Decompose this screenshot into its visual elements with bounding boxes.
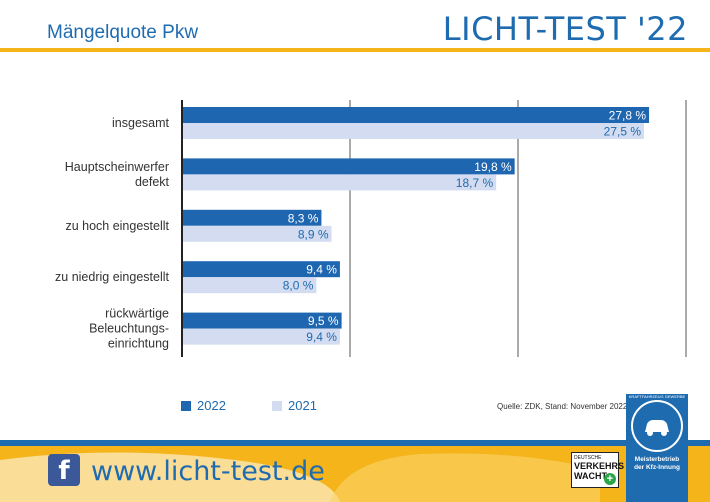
bar-2022-4	[182, 312, 342, 329]
data-label-2021-3: 8,0 %	[283, 279, 314, 293]
vw-logo-line-3: WACHT	[574, 471, 607, 481]
bar-2021-2	[182, 225, 332, 242]
data-label-2021-4: 9,4 %	[306, 330, 337, 344]
legend-swatch-2022	[181, 400, 191, 411]
vw-logo-line-2: VERKEHRS	[574, 461, 625, 471]
kfz-innung-logo: Meisterbetrieb der Kfz-Innung KRAFTFAHRZ…	[626, 394, 688, 502]
legend-label-2021: 2021	[288, 398, 317, 413]
kfz-logo-ring-text: KRAFTFAHRZEUG GEWERBE	[626, 394, 688, 399]
footer-bar: f www.licht-test.de DEUTSCHE VERKEHRS WA…	[0, 440, 710, 502]
kfz-logo-line-3: Meisterbetrieb	[634, 456, 680, 463]
data-label-2021-1: 18,7 %	[456, 176, 494, 190]
source-note: Quelle: ZDK, Stand: November 2022	[497, 402, 628, 411]
bar-2021-0	[182, 123, 644, 139]
bar-2021-1	[182, 174, 497, 191]
bar-2021-3	[182, 277, 317, 294]
data-label-2022-4: 9,5 %	[308, 314, 339, 328]
bar-2021-4	[182, 328, 340, 345]
website-link[interactable]: www.licht-test.de	[91, 456, 325, 487]
data-label-2022-3: 9,4 %	[306, 263, 337, 277]
category-label-2: zu hoch eingestellt	[65, 219, 169, 233]
legend-item-2022: 2022	[181, 398, 226, 413]
data-label-2022-2: 8,3 %	[288, 211, 319, 225]
data-label-2021-0: 27,5 %	[604, 125, 642, 139]
category-label-1: defekt	[135, 175, 170, 189]
category-label-3: zu niedrig eingestellt	[55, 270, 169, 284]
bar-2022-3	[182, 261, 340, 278]
bar-2022-2	[182, 209, 322, 226]
category-label-4: Beleuchtungs-	[89, 322, 169, 336]
kfz-logo-line-4: der Kfz-Innung	[634, 464, 680, 471]
data-label-2021-2: 8,9 %	[298, 227, 329, 241]
category-label-0: insgesamt	[112, 116, 169, 130]
category-label-4: rückwärtige	[105, 307, 169, 321]
kfz-logo-text: Meisterbetrieb der Kfz-Innung	[626, 456, 688, 472]
brand-title: LICHT-TEST '22	[442, 10, 688, 48]
legend-item-2021: 2021	[272, 398, 317, 413]
kfz-logo-line-2: GEWERBE	[664, 394, 686, 399]
facebook-icon[interactable]: f	[48, 454, 80, 486]
bar-2022-1	[182, 158, 515, 175]
footer-wave	[0, 440, 710, 502]
plus-icon: +	[604, 473, 616, 485]
chart-subtitle: Mängelquote Pkw	[47, 22, 199, 43]
header-rule	[0, 48, 710, 52]
category-label-4: einrichtung	[108, 337, 169, 351]
bar-2022-0	[182, 107, 650, 123]
kfz-logo-line-1: KRAFTFAHRZEUG	[628, 394, 664, 399]
bar-chart: 27,8 % 27,5 % insgesamt 19,8 % 18,7 % Hauptsc…	[55, 100, 687, 357]
data-label-2022-0: 27,8 %	[609, 109, 647, 123]
category-label-1: Hauptscheinwerfer	[65, 160, 169, 174]
vw-logo-line-1: DEUTSCHE	[574, 455, 602, 461]
car-emblem-icon	[631, 400, 683, 452]
data-label-2022-1: 19,8 %	[474, 160, 512, 174]
verkehrswacht-logo: DEUTSCHE VERKEHRS WACHT +	[571, 452, 625, 488]
legend-swatch-2021	[272, 400, 282, 411]
legend-label-2022: 2022	[197, 398, 226, 413]
